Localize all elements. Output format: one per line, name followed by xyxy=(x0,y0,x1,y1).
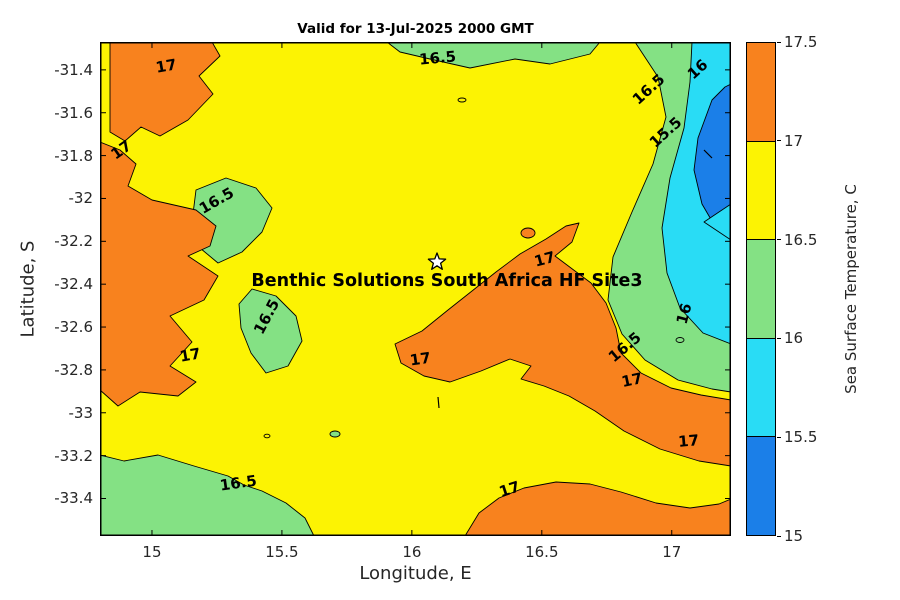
green-band-southwest xyxy=(100,454,315,536)
colorbar-tick-label: 15.5 xyxy=(784,428,818,447)
contour-value-label: 17 xyxy=(620,369,644,391)
x-tick-label: 15 xyxy=(142,543,162,561)
y-tick-label: -32.4 xyxy=(54,275,93,294)
colorbar-tick-mark xyxy=(777,140,781,142)
orange-tongue-central xyxy=(394,222,731,467)
contour-value-label: 17 xyxy=(154,55,178,76)
colorbar-tick-label: 16.5 xyxy=(784,230,818,249)
colorbar xyxy=(746,42,776,536)
y-tick-label: -32 xyxy=(68,189,94,208)
plot-title: Valid for 13-Jul-2025 2000 GMT xyxy=(297,21,534,37)
colorbar-segment xyxy=(747,437,775,535)
minor-contour-speck xyxy=(329,430,341,438)
green-pocket-mid-west xyxy=(238,288,303,374)
y-tick-label: -33.2 xyxy=(54,446,93,465)
y-tick-label: -32.8 xyxy=(54,360,93,379)
orange-region-northwest xyxy=(109,42,221,142)
y-tick-label: -31.6 xyxy=(54,103,93,122)
colorbar-tick-mark xyxy=(777,41,781,43)
colorbar-tick-label: 17 xyxy=(784,131,804,150)
colorbar-tick-mark xyxy=(777,337,781,339)
minor-contour-speck xyxy=(457,97,467,103)
x-tick-label: 16 xyxy=(402,543,422,561)
colorbar-tick-mark xyxy=(777,436,781,438)
y-tick-label: -32.6 xyxy=(54,318,93,337)
contour-value-label: 16.5 xyxy=(219,472,258,495)
y-tick-label: -31.4 xyxy=(54,60,93,79)
colorbar-segment xyxy=(747,141,775,241)
minor-contour-speck xyxy=(263,433,271,439)
x-tick-label: 16.5 xyxy=(525,543,559,561)
orange-region-west xyxy=(100,141,219,407)
green-strip-north xyxy=(386,42,601,69)
colorbar-tick-label: 15 xyxy=(784,527,804,545)
orange-speck-central xyxy=(520,227,536,239)
orange-lobe-south xyxy=(464,481,731,536)
x-tick-label: 17 xyxy=(662,543,682,561)
colorbar-tick-label: 17.5 xyxy=(784,33,818,51)
colorbar-label: Sea Surface Temperature, C xyxy=(842,184,860,394)
y-tick-label: -33.4 xyxy=(54,489,93,508)
contour-value-label: 17 xyxy=(409,349,432,370)
contour-value-label: 17 xyxy=(677,431,699,451)
y-tick-label: -33 xyxy=(68,403,94,422)
contour-value-label: 17 xyxy=(532,248,557,271)
x-tick-label: 15.5 xyxy=(265,543,299,561)
colorbar-segment xyxy=(747,338,775,438)
y-tick-label: -32.2 xyxy=(54,232,93,251)
minor-contour-speck xyxy=(675,337,685,343)
minor-contour-speck xyxy=(437,396,440,409)
colorbar-tick-label: 16 xyxy=(784,329,804,348)
site-star-marker xyxy=(427,252,447,270)
colorbar-tick-mark xyxy=(777,535,781,537)
contour-value-label: 16.5 xyxy=(418,47,456,68)
contour-value-label: 16 xyxy=(673,301,696,326)
plot-border xyxy=(100,42,731,536)
y-tick-label: -31.8 xyxy=(54,146,93,165)
site-annotation: Benthic Solutions South Africa HF Site3 xyxy=(251,271,642,291)
minor-contour-speck xyxy=(703,149,713,159)
colorbar-tick-mark xyxy=(777,239,781,241)
colorbar-segment xyxy=(747,43,775,142)
cyan-notch-east-edge xyxy=(703,203,731,241)
contour-value-label: 17 xyxy=(178,344,202,365)
map-plot-area: 17 16.5 16.5 16 15.5 17 16.5 16.5 17 17 17 16.5 17 16… xyxy=(100,42,731,536)
x-axis-label: Longitude, E xyxy=(359,563,472,584)
y-axis-label: Latitude, S xyxy=(17,240,39,338)
colorbar-segment xyxy=(747,240,775,339)
contour-value-label: 17 xyxy=(497,477,522,501)
blue-core-northeast xyxy=(693,83,731,235)
